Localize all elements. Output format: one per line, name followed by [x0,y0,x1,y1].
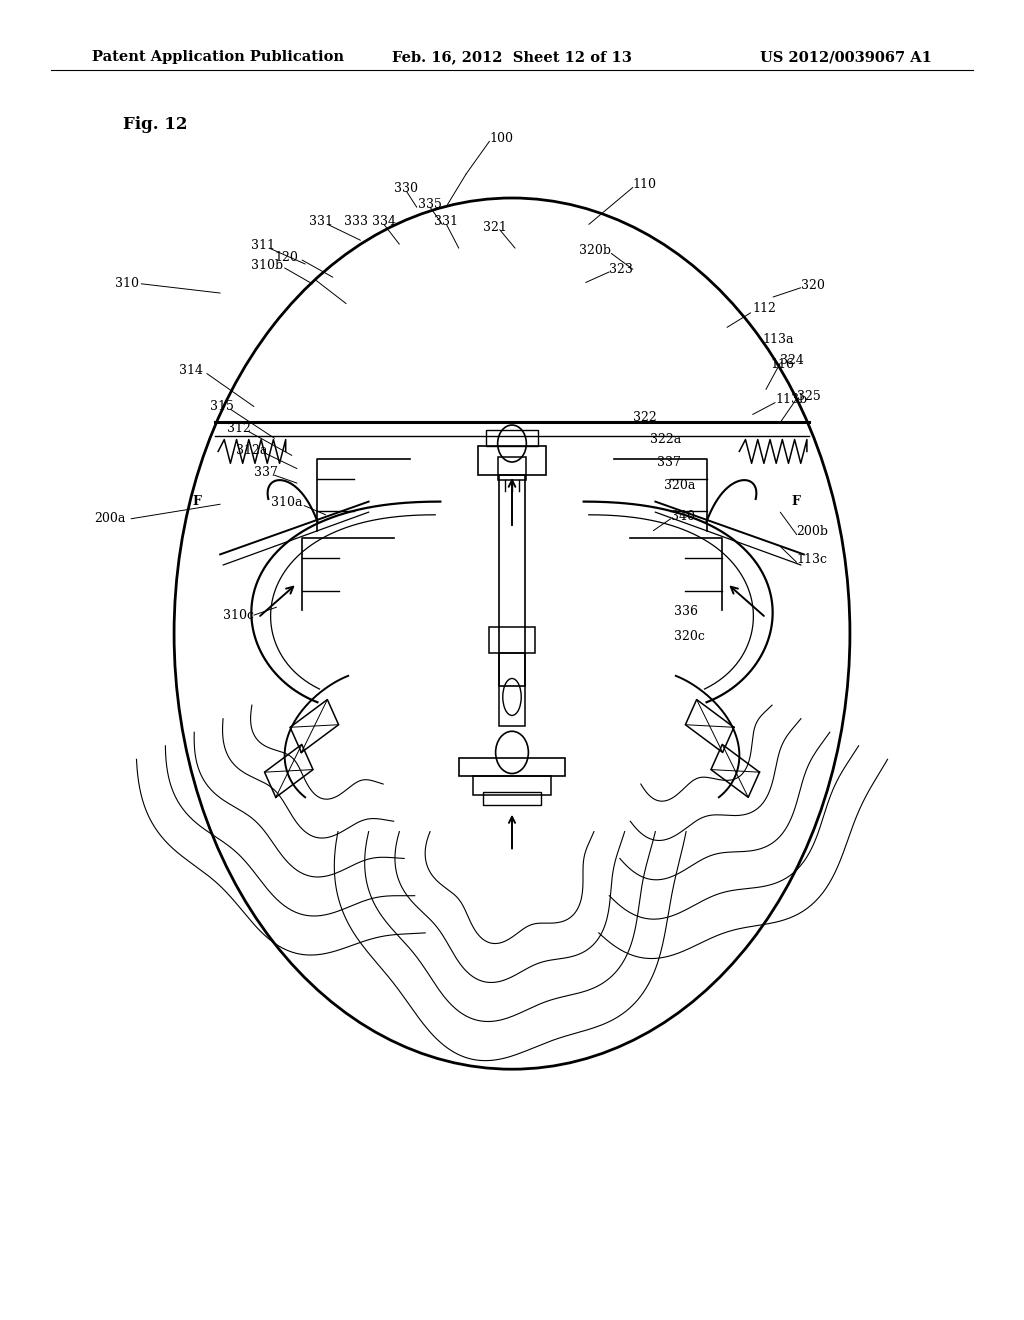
Text: 315: 315 [210,400,233,413]
Bar [500,475,524,686]
Text: 337: 337 [657,455,681,469]
Text: 120: 120 [274,251,298,264]
Text: 323: 323 [609,263,633,276]
Text: 320: 320 [801,279,824,292]
Text: 113c: 113c [797,553,827,566]
Text: 200a: 200a [94,512,126,525]
Text: Feb. 16, 2012  Sheet 12 of 13: Feb. 16, 2012 Sheet 12 of 13 [392,50,632,65]
Text: 311: 311 [251,239,274,252]
Text: 334: 334 [372,215,395,228]
Text: 116: 116 [770,358,794,371]
Bar [459,758,565,776]
Text: 336: 336 [674,605,697,618]
Text: 113a: 113a [763,333,795,346]
Text: 112: 112 [753,302,776,315]
Text: 310: 310 [115,277,138,290]
Text: 325: 325 [797,389,820,403]
Text: 320c: 320c [674,630,705,643]
Text: 331: 331 [309,215,333,228]
Text: 320b: 320b [579,244,610,257]
Text: 113b: 113b [775,393,807,407]
Text: US 2012/0039067 A1: US 2012/0039067 A1 [760,50,932,65]
Text: 320a: 320a [664,479,695,492]
Bar [473,776,551,795]
Text: 340: 340 [671,510,694,523]
Bar [500,653,524,726]
Text: 322: 322 [633,411,656,424]
Text: 337: 337 [254,466,278,479]
Bar [498,457,526,480]
Text: 310a: 310a [271,496,303,510]
Text: 314: 314 [179,364,203,378]
Bar [483,792,541,805]
Text: 335: 335 [418,198,441,211]
Text: 330: 330 [394,182,418,195]
Text: 321: 321 [483,220,507,234]
Text: 110: 110 [633,178,656,191]
Text: F: F [193,495,202,508]
Bar [478,446,546,475]
Text: 312: 312 [227,422,251,436]
Text: 310c: 310c [223,609,254,622]
Text: 322a: 322a [650,433,682,446]
Text: 310b: 310b [251,259,283,272]
Text: F: F [792,495,801,508]
Text: 100: 100 [489,132,513,145]
Text: 324: 324 [780,354,804,367]
Text: 333: 333 [344,215,368,228]
Text: 200b: 200b [797,525,828,539]
Bar [489,627,535,653]
Text: 312a: 312a [236,444,267,457]
Text: Fig. 12: Fig. 12 [123,116,187,133]
Text: Patent Application Publication: Patent Application Publication [92,50,344,65]
Text: 331: 331 [434,215,458,228]
Bar [486,430,538,446]
